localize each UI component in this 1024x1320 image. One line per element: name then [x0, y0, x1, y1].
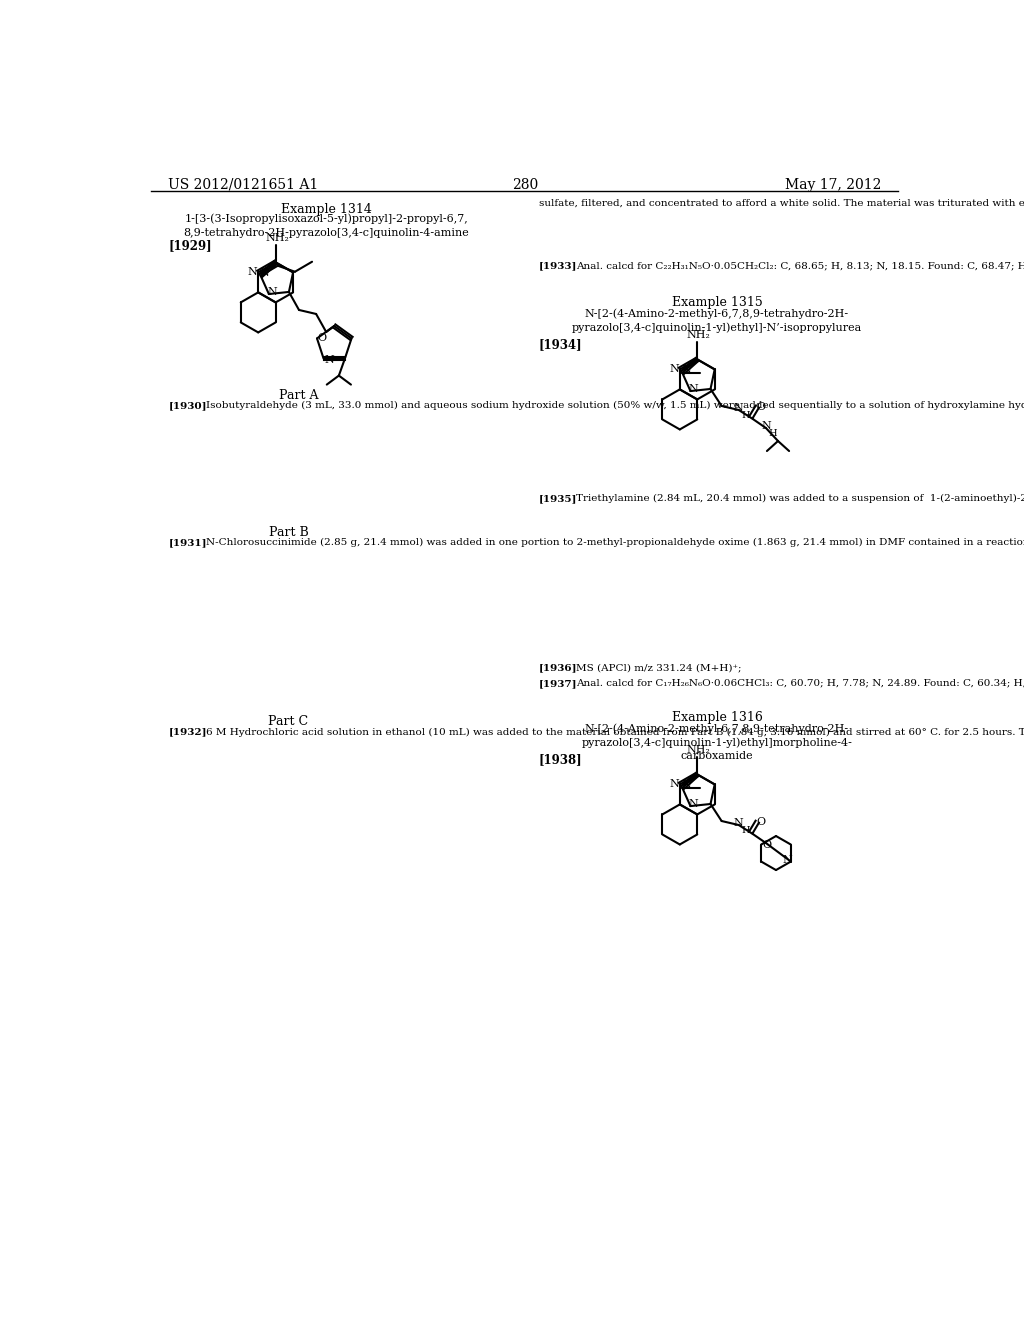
Text: [1929]: [1929]	[168, 239, 212, 252]
Text: Anal. calcd for C₁₇H₂₆N₆O·0.06CHCl₃: C, 60.70; H, 7.78; N, 24.89. Found: C, 60.3: Anal. calcd for C₁₇H₂₆N₆O·0.06CHCl₃: C, …	[575, 678, 1024, 688]
Text: N: N	[681, 780, 691, 791]
Text: [1932]: [1932]	[168, 727, 207, 737]
Text: [1938]: [1938]	[539, 752, 583, 766]
Text: [1937]: [1937]	[539, 678, 578, 688]
Text: N: N	[325, 355, 334, 366]
Text: Part C: Part C	[268, 715, 308, 729]
Text: N-[2-(4-Amino-2-methyl-6,7,8,9-tetrahydro-2H-
pyrazolo[3,4-c]quinolin-1-yl)ethyl: N-[2-(4-Amino-2-methyl-6,7,8,9-tetrahydr…	[582, 723, 852, 762]
Text: N: N	[670, 364, 679, 375]
Text: [1935]: [1935]	[539, 494, 578, 503]
Text: N: N	[782, 855, 792, 865]
Text: 1-[3-(3-Isopropylisoxazol-5-yl)propyl]-2-propyl-6,7,
8,9-tetrahydro-2H-pyrazolo[: 1-[3-(3-Isopropylisoxazol-5-yl)propyl]-2…	[183, 214, 469, 238]
Text: NH₂: NH₂	[687, 746, 711, 755]
Text: H: H	[741, 411, 750, 420]
Text: N: N	[689, 799, 698, 809]
Text: MS (APCl) m/z 331.24 (M+H)⁺;: MS (APCl) m/z 331.24 (M+H)⁺;	[575, 664, 741, 672]
Text: NH₂: NH₂	[687, 330, 711, 341]
Text: N: N	[260, 268, 269, 279]
Text: US 2012/0121651 A1: US 2012/0121651 A1	[168, 178, 318, 191]
Text: N: N	[761, 421, 771, 432]
Text: May 17, 2012: May 17, 2012	[785, 178, 882, 191]
Text: N-Chlorosuccinimide (2.85 g, 21.4 mmol) was added in one portion to 2-methyl-pro: N-Chlorosuccinimide (2.85 g, 21.4 mmol) …	[206, 539, 1024, 546]
Text: Isobutyraldehyde (3 mL, 33.0 mmol) and aqueous sodium hydroxide solution (50% w/: Isobutyraldehyde (3 mL, 33.0 mmol) and a…	[206, 401, 1024, 411]
Text: O: O	[757, 403, 766, 412]
Text: N: N	[689, 384, 698, 393]
Text: O: O	[762, 840, 771, 850]
Text: N: N	[681, 366, 691, 375]
Text: N: N	[734, 404, 743, 413]
Text: N: N	[734, 818, 743, 829]
Text: O: O	[757, 817, 766, 828]
Text: 280: 280	[512, 178, 538, 191]
Text: [1934]: [1934]	[539, 338, 583, 351]
Text: N: N	[248, 268, 258, 277]
Text: Example 1316: Example 1316	[672, 711, 763, 725]
Text: 6 M Hydrochloric acid solution in ethanol (10 mL) was added to the material obta: 6 M Hydrochloric acid solution in ethano…	[206, 727, 1024, 737]
Text: NH₂: NH₂	[265, 234, 289, 243]
Text: H: H	[769, 429, 777, 438]
Text: N: N	[267, 286, 276, 297]
Text: H: H	[741, 826, 750, 836]
Text: Example 1315: Example 1315	[672, 296, 763, 309]
Text: O: O	[317, 334, 327, 343]
Text: Part A: Part A	[279, 389, 318, 403]
Text: N: N	[670, 779, 679, 789]
Text: [1936]: [1936]	[539, 664, 578, 672]
Text: Part B: Part B	[268, 525, 308, 539]
Text: sulfate, filtered, and concentrated to afford a white solid. The material was tr: sulfate, filtered, and concentrated to a…	[539, 198, 1024, 207]
Text: Anal. calcd for C₂₂H₃₁N₅O·0.05CH₂Cl₂: C, 68.65; H, 8.13; N, 18.15. Found: C, 68.: Anal. calcd for C₂₂H₃₁N₅O·0.05CH₂Cl₂: C,…	[575, 261, 1024, 271]
Text: [1930]: [1930]	[168, 401, 207, 411]
Text: Example 1314: Example 1314	[281, 203, 372, 216]
Text: [1933]: [1933]	[539, 261, 578, 271]
Text: N-[2-(4-Amino-2-methyl-6,7,8,9-tetrahydro-2H-
pyrazolo[3,4-c]quinolin-1-yl)ethyl: N-[2-(4-Amino-2-methyl-6,7,8,9-tetrahydr…	[571, 309, 862, 333]
Text: [1931]: [1931]	[168, 539, 207, 546]
Text: Triethylamine (2.84 mL, 20.4 mmol) was added to a suspension of  1-(2-aminoethyl: Triethylamine (2.84 mL, 20.4 mmol) was a…	[575, 494, 1024, 503]
